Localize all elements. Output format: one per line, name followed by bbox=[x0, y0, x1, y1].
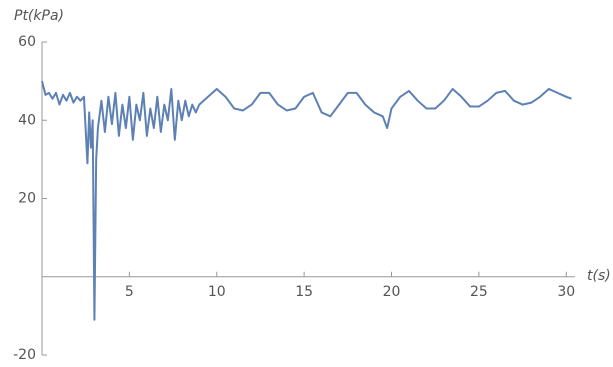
x-tick-label: 30 bbox=[557, 284, 575, 300]
x-tick-label: 10 bbox=[208, 284, 226, 300]
y-tick-label: 60 bbox=[18, 34, 36, 50]
data-line bbox=[41, 80, 572, 321]
y-tick-label: -20 bbox=[13, 347, 36, 363]
y-axis-label: Pt(kPa) bbox=[14, 8, 64, 24]
x-tick-label: 20 bbox=[383, 284, 401, 300]
y-tick-label: 40 bbox=[18, 112, 36, 128]
x-axis-label: t(s) bbox=[587, 268, 611, 284]
x-tick-label: 15 bbox=[295, 284, 313, 300]
x-tick-label: 5 bbox=[125, 284, 134, 300]
x-tick-label: 25 bbox=[470, 284, 488, 300]
y-tick-label: 20 bbox=[18, 191, 36, 207]
